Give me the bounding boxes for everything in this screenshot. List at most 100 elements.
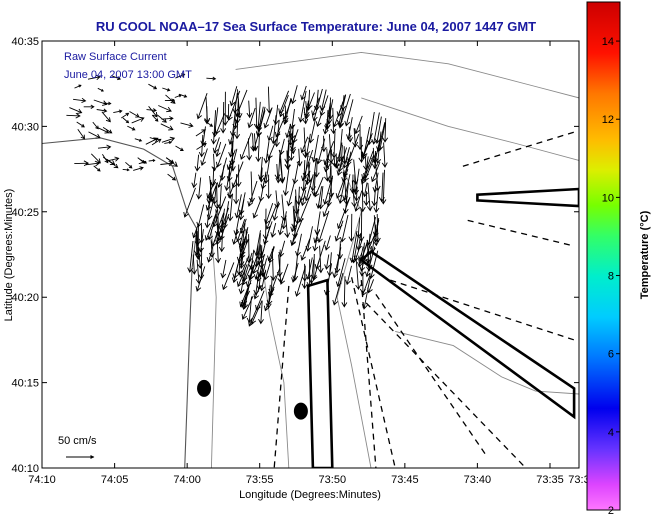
current-vector	[239, 238, 249, 260]
current-vector	[298, 90, 307, 123]
current-vector	[332, 272, 344, 306]
colorbar-tick-label: 12	[602, 114, 614, 126]
current-vector	[371, 112, 380, 145]
current-vector	[357, 252, 363, 268]
current-vector	[256, 272, 263, 291]
chart-title: RU COOL NOAA–17 Sea Surface Temperature:…	[96, 19, 536, 34]
current-vector	[332, 247, 342, 279]
current-vector	[220, 101, 227, 134]
dashed-line	[365, 302, 527, 468]
scale-label: 50 cm/s	[58, 435, 97, 447]
station-marker	[197, 379, 212, 397]
current-vector	[304, 162, 311, 186]
shelf-contour	[235, 51, 579, 99]
current-vector	[268, 276, 275, 295]
current-vector	[239, 132, 252, 160]
current-vector	[374, 116, 382, 144]
current-vector	[251, 130, 260, 152]
current-vector	[290, 218, 304, 247]
current-vector	[175, 145, 184, 151]
current-vector	[322, 193, 334, 218]
current-vector	[300, 136, 309, 154]
current-vector	[349, 174, 356, 194]
current-vector	[347, 126, 354, 143]
current-vector	[255, 135, 262, 163]
current-vector	[295, 186, 302, 206]
current-vector	[212, 107, 219, 138]
current-vector	[247, 180, 258, 207]
current-vector	[196, 204, 205, 228]
current-vector	[92, 121, 99, 130]
current-vector	[300, 238, 311, 261]
current-vector	[265, 174, 272, 200]
current-vector	[253, 248, 260, 268]
current-vector	[87, 74, 101, 81]
colorbar: 2 4 6 8 10 12 14 Temperature (°C)	[586, 1, 651, 515]
current-vector	[194, 231, 201, 247]
current-vector	[348, 213, 355, 242]
current-vector	[349, 230, 358, 264]
current-vector	[291, 262, 299, 283]
current-vector	[206, 198, 215, 221]
current-vector	[263, 155, 271, 184]
current-vector	[265, 284, 272, 309]
colorbar-tick-label: 2	[608, 505, 614, 515]
current-vector	[381, 142, 388, 168]
current-vector	[183, 187, 196, 218]
current-vector	[319, 95, 329, 117]
current-vector	[337, 174, 347, 204]
colorbar-label: Temperature (°C)	[639, 210, 651, 299]
current-vector	[235, 164, 242, 188]
current-vector	[266, 86, 273, 114]
current-vectors	[66, 73, 389, 327]
shelf-contour	[395, 330, 579, 395]
current-vector	[122, 117, 130, 124]
x-tick-label: 74:10	[28, 474, 56, 486]
y-axis-label: Latitude (Degrees:Minutes)	[3, 189, 15, 322]
colorbar-tick-label: 10	[602, 192, 614, 204]
current-vector	[160, 123, 174, 131]
current-vector	[371, 189, 378, 207]
current-vector	[317, 245, 324, 274]
current-vector	[263, 141, 270, 164]
dashed-line	[273, 285, 290, 468]
current-vector	[342, 147, 350, 169]
current-vector	[300, 160, 307, 193]
current-vector	[253, 273, 260, 296]
current-vector	[200, 148, 208, 167]
current-vector	[259, 269, 267, 292]
y-tick-label: 40:20	[11, 292, 39, 304]
current-vector	[277, 217, 284, 236]
current-vector	[161, 116, 174, 121]
current-vector	[339, 214, 349, 243]
y-tick-label: 40:35	[11, 36, 39, 48]
dashed-lines	[273, 131, 575, 468]
current-vector	[354, 115, 363, 135]
current-vector	[236, 236, 246, 263]
current-vector	[149, 137, 158, 141]
current-vector	[252, 199, 262, 219]
shelf-contour	[259, 245, 290, 468]
current-vector	[373, 189, 380, 213]
current-vector	[263, 107, 273, 129]
current-vector	[93, 165, 101, 172]
current-vector	[166, 157, 178, 167]
colorbar-tick-label: 6	[608, 349, 614, 361]
current-vector	[342, 163, 350, 178]
current-vector	[344, 99, 354, 127]
current-vector	[231, 161, 244, 189]
current-vector	[215, 143, 227, 168]
current-vector	[306, 162, 313, 183]
current-vector	[270, 222, 277, 238]
shelf-contour	[361, 97, 579, 161]
current-vector	[247, 107, 256, 129]
current-vector	[317, 210, 330, 244]
current-vector	[208, 175, 215, 203]
current-vector	[102, 127, 113, 134]
current-vector	[97, 144, 112, 150]
current-vector	[232, 263, 239, 280]
current-vector	[88, 131, 101, 139]
current-vector	[294, 208, 301, 225]
current-vector	[338, 93, 351, 128]
current-vector	[366, 183, 373, 212]
